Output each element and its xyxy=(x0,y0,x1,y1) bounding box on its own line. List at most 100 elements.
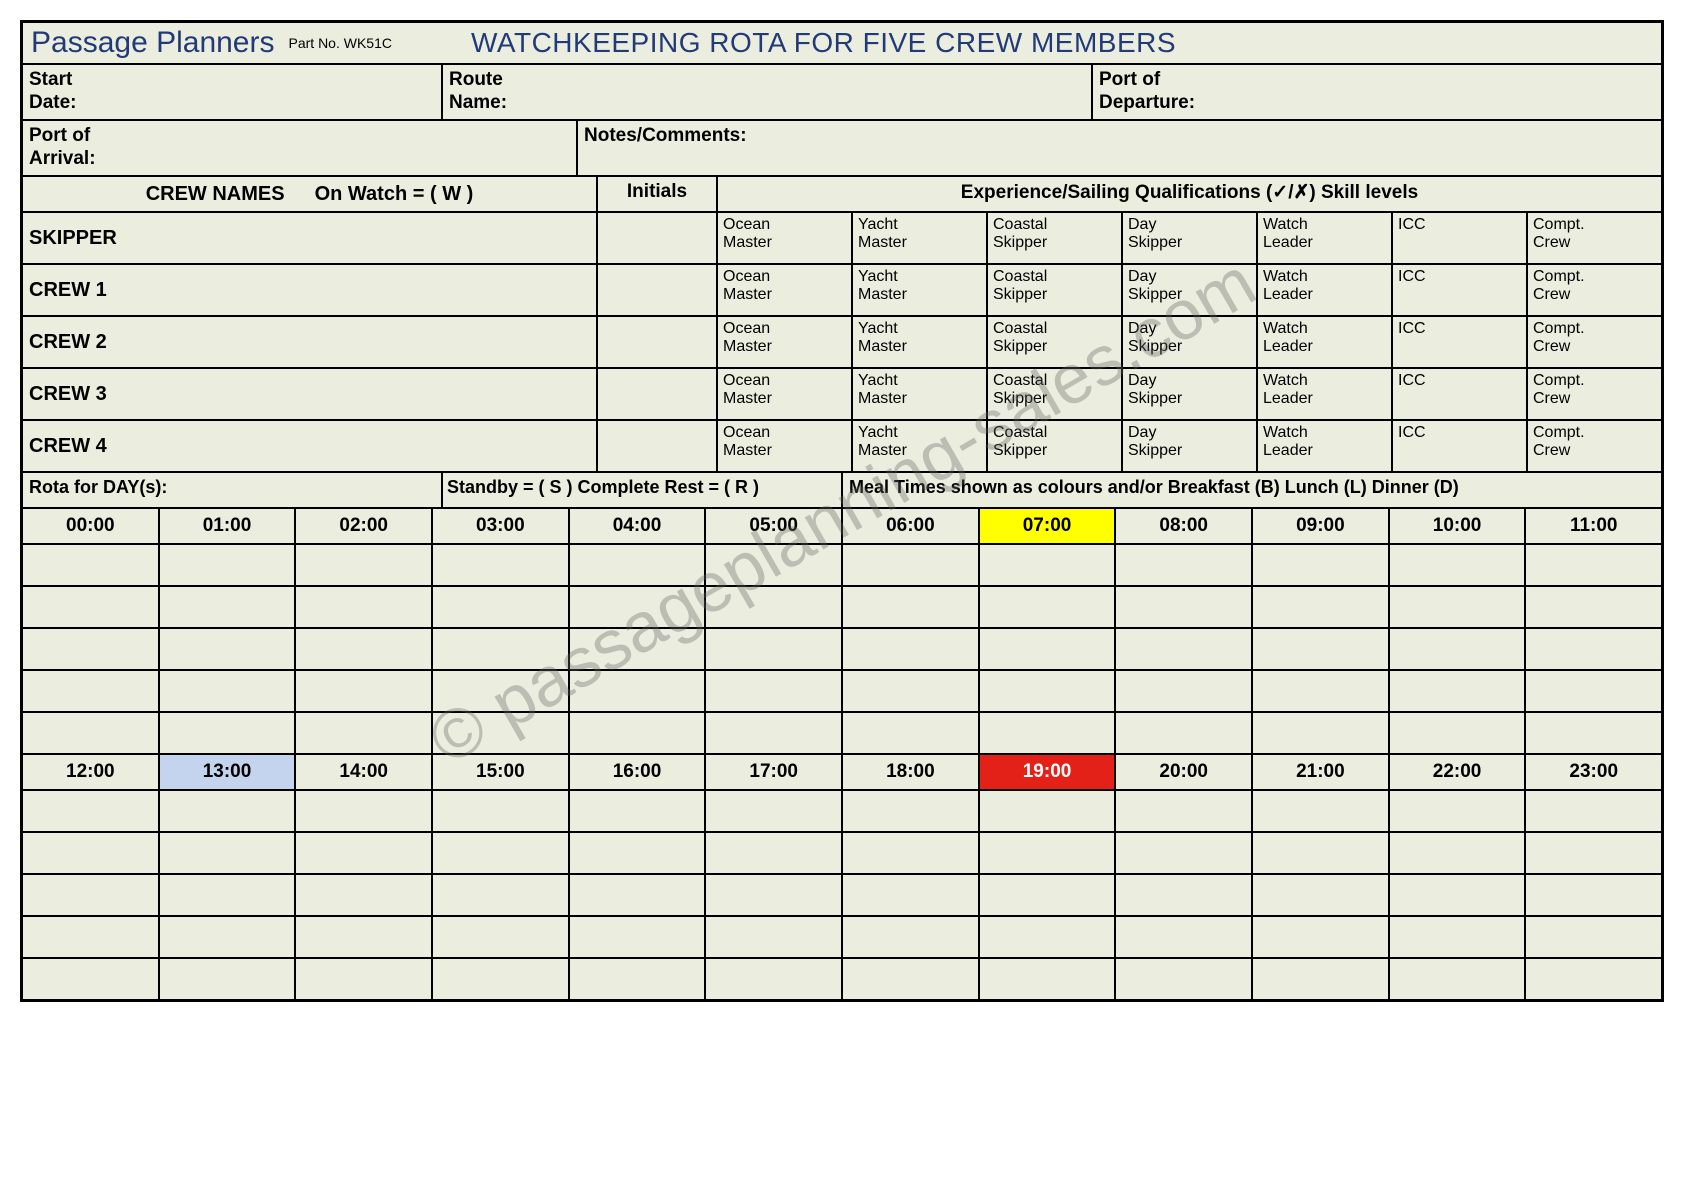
grid-cell xyxy=(569,586,706,628)
grid-cell xyxy=(1389,916,1526,958)
grid-cell xyxy=(705,832,842,874)
grid-cell xyxy=(1252,916,1389,958)
grid-cell xyxy=(295,916,432,958)
grid-cell xyxy=(1389,586,1526,628)
form-title: WATCHKEEPING ROTA FOR FIVE CREW MEMBERS xyxy=(463,22,1662,64)
grid-cell xyxy=(432,790,569,832)
qualification-cell: ICC xyxy=(1392,420,1527,472)
qualification-cell: ICC xyxy=(1392,264,1527,316)
qualification-cell: CoastalSkipper xyxy=(987,316,1122,368)
grid-cell xyxy=(1525,958,1662,1000)
crew-rows: SKIPPEROceanMasterYachtMasterCoastalSkip… xyxy=(22,212,1662,472)
grid-cell xyxy=(569,670,706,712)
qualification-cell: DaySkipper xyxy=(1122,368,1257,420)
qualification-cell: ICC xyxy=(1392,368,1527,420)
qualification-cell: OceanMaster xyxy=(717,264,852,316)
grid-row xyxy=(22,586,1662,628)
time-header-cell: 01:00 xyxy=(159,508,296,544)
route-name-label: RouteName: xyxy=(442,64,1092,120)
qualification-cell: WatchLeader xyxy=(1257,264,1392,316)
qualification-cell: OceanMaster xyxy=(717,212,852,264)
grid-cell xyxy=(1389,790,1526,832)
grid-cell xyxy=(842,832,979,874)
qualification-cell: Compt.Crew xyxy=(1527,212,1662,264)
crew-name-cell: CREW 2 xyxy=(22,316,597,368)
grid-cell xyxy=(1115,628,1252,670)
rota-form: Passage Planners Part No. WK51C WATCHKEE… xyxy=(20,20,1664,1002)
grid-cell xyxy=(705,670,842,712)
grid-cell xyxy=(1252,712,1389,754)
grid-cell xyxy=(432,712,569,754)
grid-cell xyxy=(432,916,569,958)
grid-cell xyxy=(159,670,296,712)
grid-cell xyxy=(705,874,842,916)
grid-row xyxy=(22,874,1662,916)
grid-cell xyxy=(22,670,159,712)
grid-cell xyxy=(1252,670,1389,712)
grid-cell xyxy=(432,832,569,874)
crew-name-cell: CREW 4 xyxy=(22,420,597,472)
crew-row: CREW 2OceanMasterYachtMasterCoastalSkipp… xyxy=(22,316,1662,368)
time-header-cell: 23:00 xyxy=(1525,754,1662,790)
grid-cell xyxy=(979,790,1116,832)
grid-cell xyxy=(22,958,159,1000)
rota-legend-row: Rota for DAY(s): Standby = ( S ) Complet… xyxy=(22,472,1662,508)
crew-row: CREW 3OceanMasterYachtMasterCoastalSkipp… xyxy=(22,368,1662,420)
on-watch-label: On Watch = ( W ) xyxy=(315,183,474,206)
grid-cell xyxy=(1525,544,1662,586)
grid-cell xyxy=(22,790,159,832)
qualification-cell: OceanMaster xyxy=(717,316,852,368)
grid-cell xyxy=(295,958,432,1000)
grid-cell xyxy=(569,628,706,670)
grid-cell xyxy=(1525,670,1662,712)
qualification-cell: WatchLeader xyxy=(1257,316,1392,368)
time-header-cell: 10:00 xyxy=(1389,508,1526,544)
grid-cell xyxy=(979,874,1116,916)
grid-cell xyxy=(295,586,432,628)
crew-row: SKIPPEROceanMasterYachtMasterCoastalSkip… xyxy=(22,212,1662,264)
grid-cell xyxy=(705,544,842,586)
grid-cell xyxy=(295,544,432,586)
time-header-cell: 02:00 xyxy=(295,508,432,544)
qualification-cell: WatchLeader xyxy=(1257,212,1392,264)
grid-cell xyxy=(1525,874,1662,916)
grid-cell xyxy=(1115,916,1252,958)
qualification-cell: WatchLeader xyxy=(1257,368,1392,420)
grid-cell xyxy=(979,958,1116,1000)
time-header-cell: 00:00 xyxy=(22,508,159,544)
qualification-cell: OceanMaster xyxy=(717,368,852,420)
grid-cell xyxy=(705,958,842,1000)
port-departure-label: Port ofDeparture: xyxy=(1092,64,1662,120)
grid-cell xyxy=(1115,958,1252,1000)
grid-cell xyxy=(1252,544,1389,586)
grid-cell xyxy=(569,544,706,586)
grid-cell xyxy=(1252,790,1389,832)
crew-initials-cell xyxy=(597,264,717,316)
am-grid xyxy=(22,544,1662,754)
grid-cell xyxy=(1252,628,1389,670)
qualification-cell: CoastalSkipper xyxy=(987,368,1122,420)
pm-grid xyxy=(22,790,1662,1000)
start-date-label: StartDate: xyxy=(22,64,442,120)
grid-cell xyxy=(569,832,706,874)
qualification-cell: YachtMaster xyxy=(852,212,987,264)
grid-cell xyxy=(705,712,842,754)
grid-cell xyxy=(979,628,1116,670)
time-header-cell: 17:00 xyxy=(705,754,842,790)
crew-initials-cell xyxy=(597,212,717,264)
rota-meals-label: Meal Times shown as colours and/or Break… xyxy=(842,472,1662,508)
grid-cell xyxy=(1252,958,1389,1000)
time-header-cell: 03:00 xyxy=(432,508,569,544)
time-header-cell: 12:00 xyxy=(22,754,159,790)
grid-cell xyxy=(1389,958,1526,1000)
grid-cell xyxy=(295,670,432,712)
crew-name-cell: CREW 3 xyxy=(22,368,597,420)
grid-cell xyxy=(295,874,432,916)
grid-cell xyxy=(159,916,296,958)
grid-cell xyxy=(1525,832,1662,874)
grid-cell xyxy=(159,874,296,916)
grid-cell xyxy=(159,832,296,874)
time-header-cell: 04:00 xyxy=(569,508,706,544)
grid-cell xyxy=(159,586,296,628)
grid-row xyxy=(22,790,1662,832)
